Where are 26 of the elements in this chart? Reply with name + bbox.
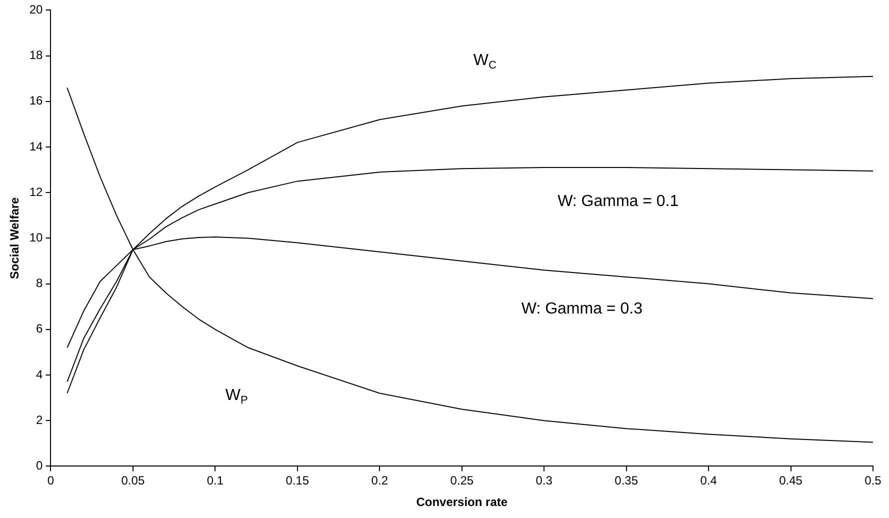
x-tick-label: 0.3: [536, 474, 553, 488]
y-tick-label: 12: [29, 184, 44, 199]
x-tick-label: 0.45: [779, 474, 803, 488]
x-tick-label: 0.05: [121, 474, 145, 488]
y-tick-label: 14: [29, 139, 44, 154]
y-axis-title: Social Welfare: [8, 196, 22, 280]
x-tick-label: 0.35: [614, 474, 638, 488]
y-tick-label: 16: [29, 94, 44, 108]
x-tick-label: 0.15: [286, 474, 310, 488]
y-tick-label: 0: [36, 458, 44, 473]
y-tick-label: 8: [36, 276, 44, 290]
series-label: W: Gamma = 0.3: [521, 300, 643, 318]
y-tick-label: 20: [29, 2, 44, 17]
x-tick-label: 0.25: [450, 474, 474, 488]
x-axis-title: Conversion rate: [416, 495, 508, 510]
x-tick-label: 0.2: [371, 474, 388, 488]
x-tick-label: 0.5: [864, 474, 882, 488]
x-tick-label: 0.4: [700, 474, 718, 488]
x-tick-label: 0: [47, 474, 54, 488]
y-tick-label: 10: [29, 230, 44, 245]
y-tick-label: 2: [36, 412, 44, 427]
y-tick-label: 6: [36, 322, 44, 336]
series-label: W: Gamma = 0.1: [558, 193, 679, 210]
x-tick-label: 0.1: [206, 474, 224, 488]
y-tick-label: 4: [36, 367, 44, 382]
y-tick-label: 18: [29, 48, 44, 62]
